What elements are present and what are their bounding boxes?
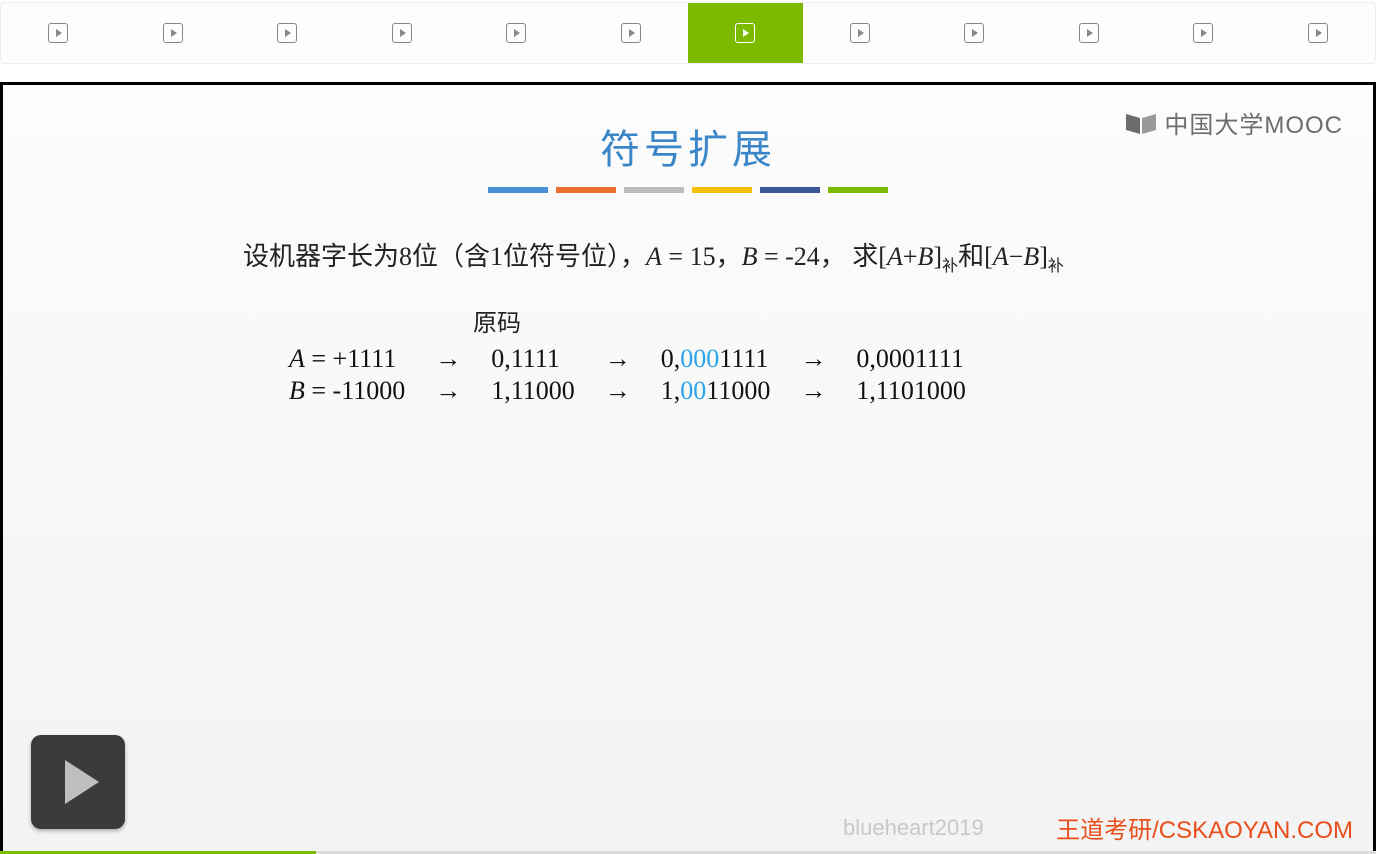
play-icon — [48, 23, 68, 43]
mid1: ] — [933, 242, 942, 271]
color-bar — [692, 187, 752, 193]
watermark-user: blueheart2019 — [843, 815, 984, 841]
play-icon — [850, 23, 870, 43]
table-row: B = -11000→1,11000→1,0011000→1,1101000 — [275, 376, 980, 406]
expr2-l: A — [993, 242, 1009, 271]
video-tab-10[interactable] — [1146, 3, 1261, 63]
video-tab-0[interactable] — [1, 3, 116, 63]
color-bar — [488, 187, 548, 193]
sub2: 补 — [1048, 258, 1064, 275]
watermark-brand: 王道考研/CSKAOYAN.COM — [1056, 810, 1353, 845]
book-icon — [1124, 110, 1158, 136]
color-bar — [556, 187, 616, 193]
problem-prefix: 设机器字长为8位（含1位符号位）， — [243, 242, 646, 271]
b-eq: = -24， 求[ — [757, 242, 886, 271]
play-icon — [735, 23, 755, 43]
play-icon — [621, 23, 641, 43]
expr2-op: − — [1009, 242, 1024, 271]
color-bar — [828, 187, 888, 193]
play-icon — [277, 23, 297, 43]
arrow-icon: → — [786, 376, 840, 406]
video-tab-2[interactable] — [230, 3, 345, 63]
expr1-r: B — [918, 242, 934, 271]
var-b: B — [742, 242, 758, 271]
a-eq: = 15， — [662, 242, 742, 271]
yuanma-label: 原码 — [473, 303, 1373, 338]
play-icon — [1193, 23, 1213, 43]
mid3: ] — [1039, 242, 1048, 271]
play-icon — [964, 23, 984, 43]
play-icon — [1308, 23, 1328, 43]
arrow-icon: → — [591, 376, 645, 406]
big-play-button[interactable] — [31, 735, 125, 829]
arrow-icon: → — [786, 344, 840, 374]
video-tab-5[interactable] — [574, 3, 689, 63]
problem-statement: 设机器字长为8位（含1位符号位），A = 15，B = -24， 求[A+B]补… — [243, 237, 1373, 279]
row-var: B = -11000 — [275, 376, 419, 406]
expr1-op: + — [903, 242, 918, 271]
video-tab-9[interactable] — [1032, 3, 1147, 63]
video-tab-7[interactable] — [803, 3, 918, 63]
row-var: A = +1111 — [275, 344, 419, 374]
video-tab-4[interactable] — [459, 3, 574, 63]
row-c1: 0,1111 — [477, 344, 589, 374]
play-icon — [506, 23, 526, 43]
play-icon — [392, 23, 412, 43]
video-tab-8[interactable] — [917, 3, 1032, 63]
mooc-logo-text: 中国大学MOOC — [1164, 105, 1343, 140]
color-bar — [624, 187, 684, 193]
color-bar — [760, 187, 820, 193]
video-tab-bar — [0, 2, 1376, 64]
table-row: A = +1111→0,1111→0,0001111→0,0001111 — [275, 344, 980, 374]
play-icon — [163, 23, 183, 43]
title-underline-bars — [3, 187, 1373, 193]
var-a: A — [646, 242, 662, 271]
calculation-table: A = +1111→0,1111→0,0001111→0,0001111B = … — [273, 342, 982, 408]
play-icon — [1079, 23, 1099, 43]
video-slide-area: 中国大学MOOC 符号扩展 设机器字长为8位（含1位符号位），A = 15，B … — [0, 82, 1376, 854]
row-c3: 0,0001111 — [842, 344, 980, 374]
arrow-icon: → — [421, 376, 475, 406]
row-c3: 1,1101000 — [842, 376, 980, 406]
arrow-icon: → — [421, 344, 475, 374]
video-tab-6[interactable] — [688, 3, 803, 63]
row-c1: 1,11000 — [477, 376, 589, 406]
row-c2: 0,0001111 — [647, 344, 785, 374]
mid2: 和[ — [958, 242, 993, 271]
row-c2: 1,0011000 — [647, 376, 785, 406]
arrow-icon: → — [591, 344, 645, 374]
sub1: 补 — [942, 258, 958, 275]
video-tab-11[interactable] — [1261, 3, 1376, 63]
expr2-r: B — [1023, 242, 1039, 271]
mooc-logo: 中国大学MOOC — [1124, 105, 1343, 140]
video-tab-1[interactable] — [116, 3, 231, 63]
video-tab-3[interactable] — [345, 3, 460, 63]
expr1-l: A — [887, 242, 903, 271]
